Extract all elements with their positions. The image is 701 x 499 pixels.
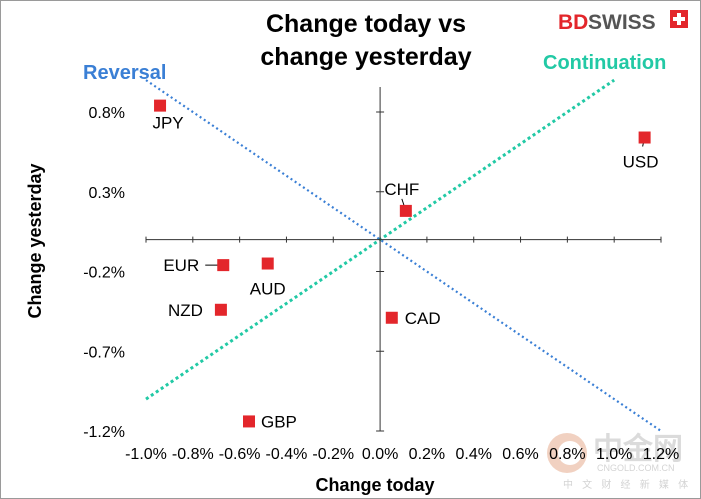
x-tick-label: -1.0%	[125, 446, 167, 463]
chart-title-line-1: Change today vs	[266, 10, 466, 38]
reversal-label: Reversal	[83, 62, 166, 84]
point-label-usd: USD	[623, 153, 659, 172]
x-tick-labels: -1.0% -0.8% -0.6% -0.4% -0.2% 0.0% 0.2% 0.4% 0.6…	[125, 446, 679, 463]
y-tick-label: -0.2%	[83, 265, 125, 282]
y-tick-label: 0.8%	[89, 105, 125, 122]
point-marker-eur	[217, 259, 230, 272]
point-marker-cad	[385, 311, 398, 324]
watermark-english-text: CNGOLD.COM.CN	[597, 463, 675, 473]
point-label-aud: AUD	[250, 280, 286, 299]
y-tick-label: -1.2%	[83, 424, 125, 441]
point-label-eur: EUR	[163, 256, 199, 275]
point-marker-nzd	[214, 303, 227, 316]
x-tick-label: 0.0%	[362, 446, 398, 463]
y-tick-labels: 0.8% 0.3% -0.2% -0.7% -1.2%	[83, 105, 125, 441]
point-label-cad: CAD	[405, 309, 441, 328]
point-marker-chf	[399, 204, 412, 217]
y-axis-title: Change yesterday	[25, 163, 45, 318]
swiss-cross-horizontal	[673, 17, 685, 21]
x-tick-label: -0.8%	[172, 446, 214, 463]
data-points: JPY USD CHF EUR AUD NZD CAD GBP	[152, 99, 659, 431]
cngold-logo-inner	[558, 441, 582, 465]
x-tick-label: 0.2%	[409, 446, 445, 463]
x-tick-label: -0.2%	[312, 446, 354, 463]
cngold-watermark: 中金网 CNGOLD.COM.CN 中 文 财 经 新 媒 体	[547, 432, 691, 491]
x-tick-label: -0.6%	[219, 446, 261, 463]
point-label-gbp: GBP	[261, 412, 297, 431]
x-tick-label: 1.0%	[596, 446, 632, 463]
watermark-chinese-text: 中金网	[593, 432, 683, 467]
point-label-jpy: JPY	[152, 114, 183, 133]
point-label-nzd: NZD	[168, 301, 203, 320]
x-tick-label: 0.6%	[502, 446, 538, 463]
x-axis-title: Change today	[315, 475, 434, 495]
logo-swiss-text: SWISS	[588, 11, 656, 34]
y-tick-label: -0.7%	[83, 344, 125, 361]
bdswiss-logo: BD SWISS	[558, 10, 688, 34]
reversal-line	[145, 79, 662, 432]
watermark-subtitle: 中 文 财 经 新 媒 体	[563, 478, 691, 491]
x-axis-ticks	[145, 236, 662, 243]
x-tick-label: 0.4%	[455, 446, 491, 463]
x-tick-label: 0.8%	[549, 446, 585, 463]
point-marker-aud	[261, 257, 274, 270]
point-marker-gbp	[243, 415, 255, 428]
point-marker-jpy	[154, 99, 167, 112]
y-tick-label: 0.3%	[89, 185, 125, 202]
x-tick-label: -0.4%	[266, 446, 308, 463]
chart-title-line-2: change yesterday	[260, 43, 471, 71]
logo-bd-text: BD	[558, 11, 588, 34]
point-marker-usd	[638, 131, 651, 144]
continuation-label: Continuation	[543, 52, 666, 74]
point-label-chf: CHF	[384, 180, 419, 199]
y-axis-ticks	[376, 111, 385, 432]
x-tick-label: 1.2%	[643, 446, 679, 463]
